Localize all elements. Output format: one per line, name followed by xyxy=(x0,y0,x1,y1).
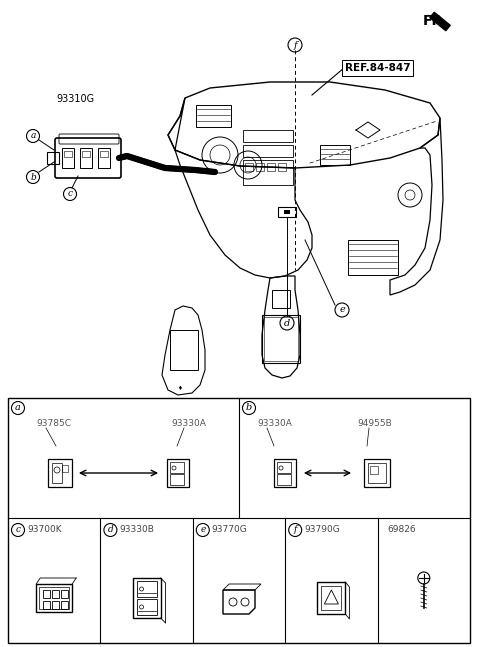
Bar xyxy=(262,315,300,363)
Bar xyxy=(98,148,110,168)
Bar xyxy=(132,578,161,618)
Bar xyxy=(256,163,264,171)
Bar xyxy=(370,466,378,474)
Text: 94955B: 94955B xyxy=(357,419,392,428)
Bar xyxy=(100,151,108,157)
Bar xyxy=(277,474,291,485)
Text: 93700K: 93700K xyxy=(27,525,61,534)
Text: f: f xyxy=(293,525,297,534)
Bar xyxy=(284,210,290,214)
Bar xyxy=(48,459,72,487)
Bar xyxy=(322,586,341,610)
Text: b: b xyxy=(246,404,252,413)
Bar xyxy=(52,590,59,598)
Text: 93330A: 93330A xyxy=(171,419,206,428)
Bar xyxy=(368,463,386,483)
Bar xyxy=(137,599,156,615)
Bar xyxy=(245,163,253,171)
Bar xyxy=(364,459,390,487)
Bar xyxy=(196,105,231,127)
Bar xyxy=(167,459,189,487)
Bar xyxy=(317,582,346,614)
Text: FR.: FR. xyxy=(423,14,449,28)
Bar xyxy=(243,145,293,157)
Text: d: d xyxy=(108,525,113,534)
Bar xyxy=(348,240,398,275)
Bar xyxy=(52,601,59,609)
Text: 93790G: 93790G xyxy=(304,525,340,534)
Bar xyxy=(8,398,470,643)
Text: c: c xyxy=(15,525,21,534)
Text: e: e xyxy=(339,305,345,314)
Bar xyxy=(47,152,59,164)
Bar xyxy=(43,601,50,609)
Bar xyxy=(277,462,291,473)
Bar xyxy=(80,148,92,168)
Bar xyxy=(61,590,68,598)
Text: b: b xyxy=(30,173,36,182)
Bar xyxy=(243,160,293,185)
Text: 93330B: 93330B xyxy=(120,525,154,534)
Bar xyxy=(62,148,74,168)
Text: 93770G: 93770G xyxy=(212,525,248,534)
Bar xyxy=(64,151,72,157)
Bar xyxy=(264,317,298,361)
Bar xyxy=(272,290,290,308)
Bar xyxy=(43,590,50,598)
FancyArrow shape xyxy=(430,12,450,30)
Bar xyxy=(267,163,275,171)
Bar xyxy=(137,581,156,597)
Bar xyxy=(170,474,184,485)
Text: REF.84-847: REF.84-847 xyxy=(345,63,410,73)
Bar xyxy=(243,130,293,142)
Text: 93785C: 93785C xyxy=(36,419,71,428)
Text: 93330A: 93330A xyxy=(257,419,292,428)
Bar xyxy=(278,163,286,171)
Text: 93310G: 93310G xyxy=(56,94,94,104)
Text: a: a xyxy=(30,131,36,140)
Text: d: d xyxy=(284,318,290,327)
Bar xyxy=(274,459,296,487)
Bar xyxy=(170,330,198,370)
Text: a: a xyxy=(15,404,21,413)
Text: f: f xyxy=(293,41,297,50)
Bar xyxy=(62,465,68,472)
Bar xyxy=(320,145,350,165)
Bar xyxy=(36,584,72,612)
Text: e: e xyxy=(200,525,205,534)
Text: ♦: ♦ xyxy=(178,386,182,391)
Bar xyxy=(39,587,69,609)
Text: c: c xyxy=(68,190,72,199)
Bar xyxy=(52,463,62,483)
Bar xyxy=(170,462,184,473)
Bar xyxy=(278,207,296,217)
Bar xyxy=(61,601,68,609)
Text: 69826: 69826 xyxy=(388,525,416,534)
Bar xyxy=(82,151,90,157)
